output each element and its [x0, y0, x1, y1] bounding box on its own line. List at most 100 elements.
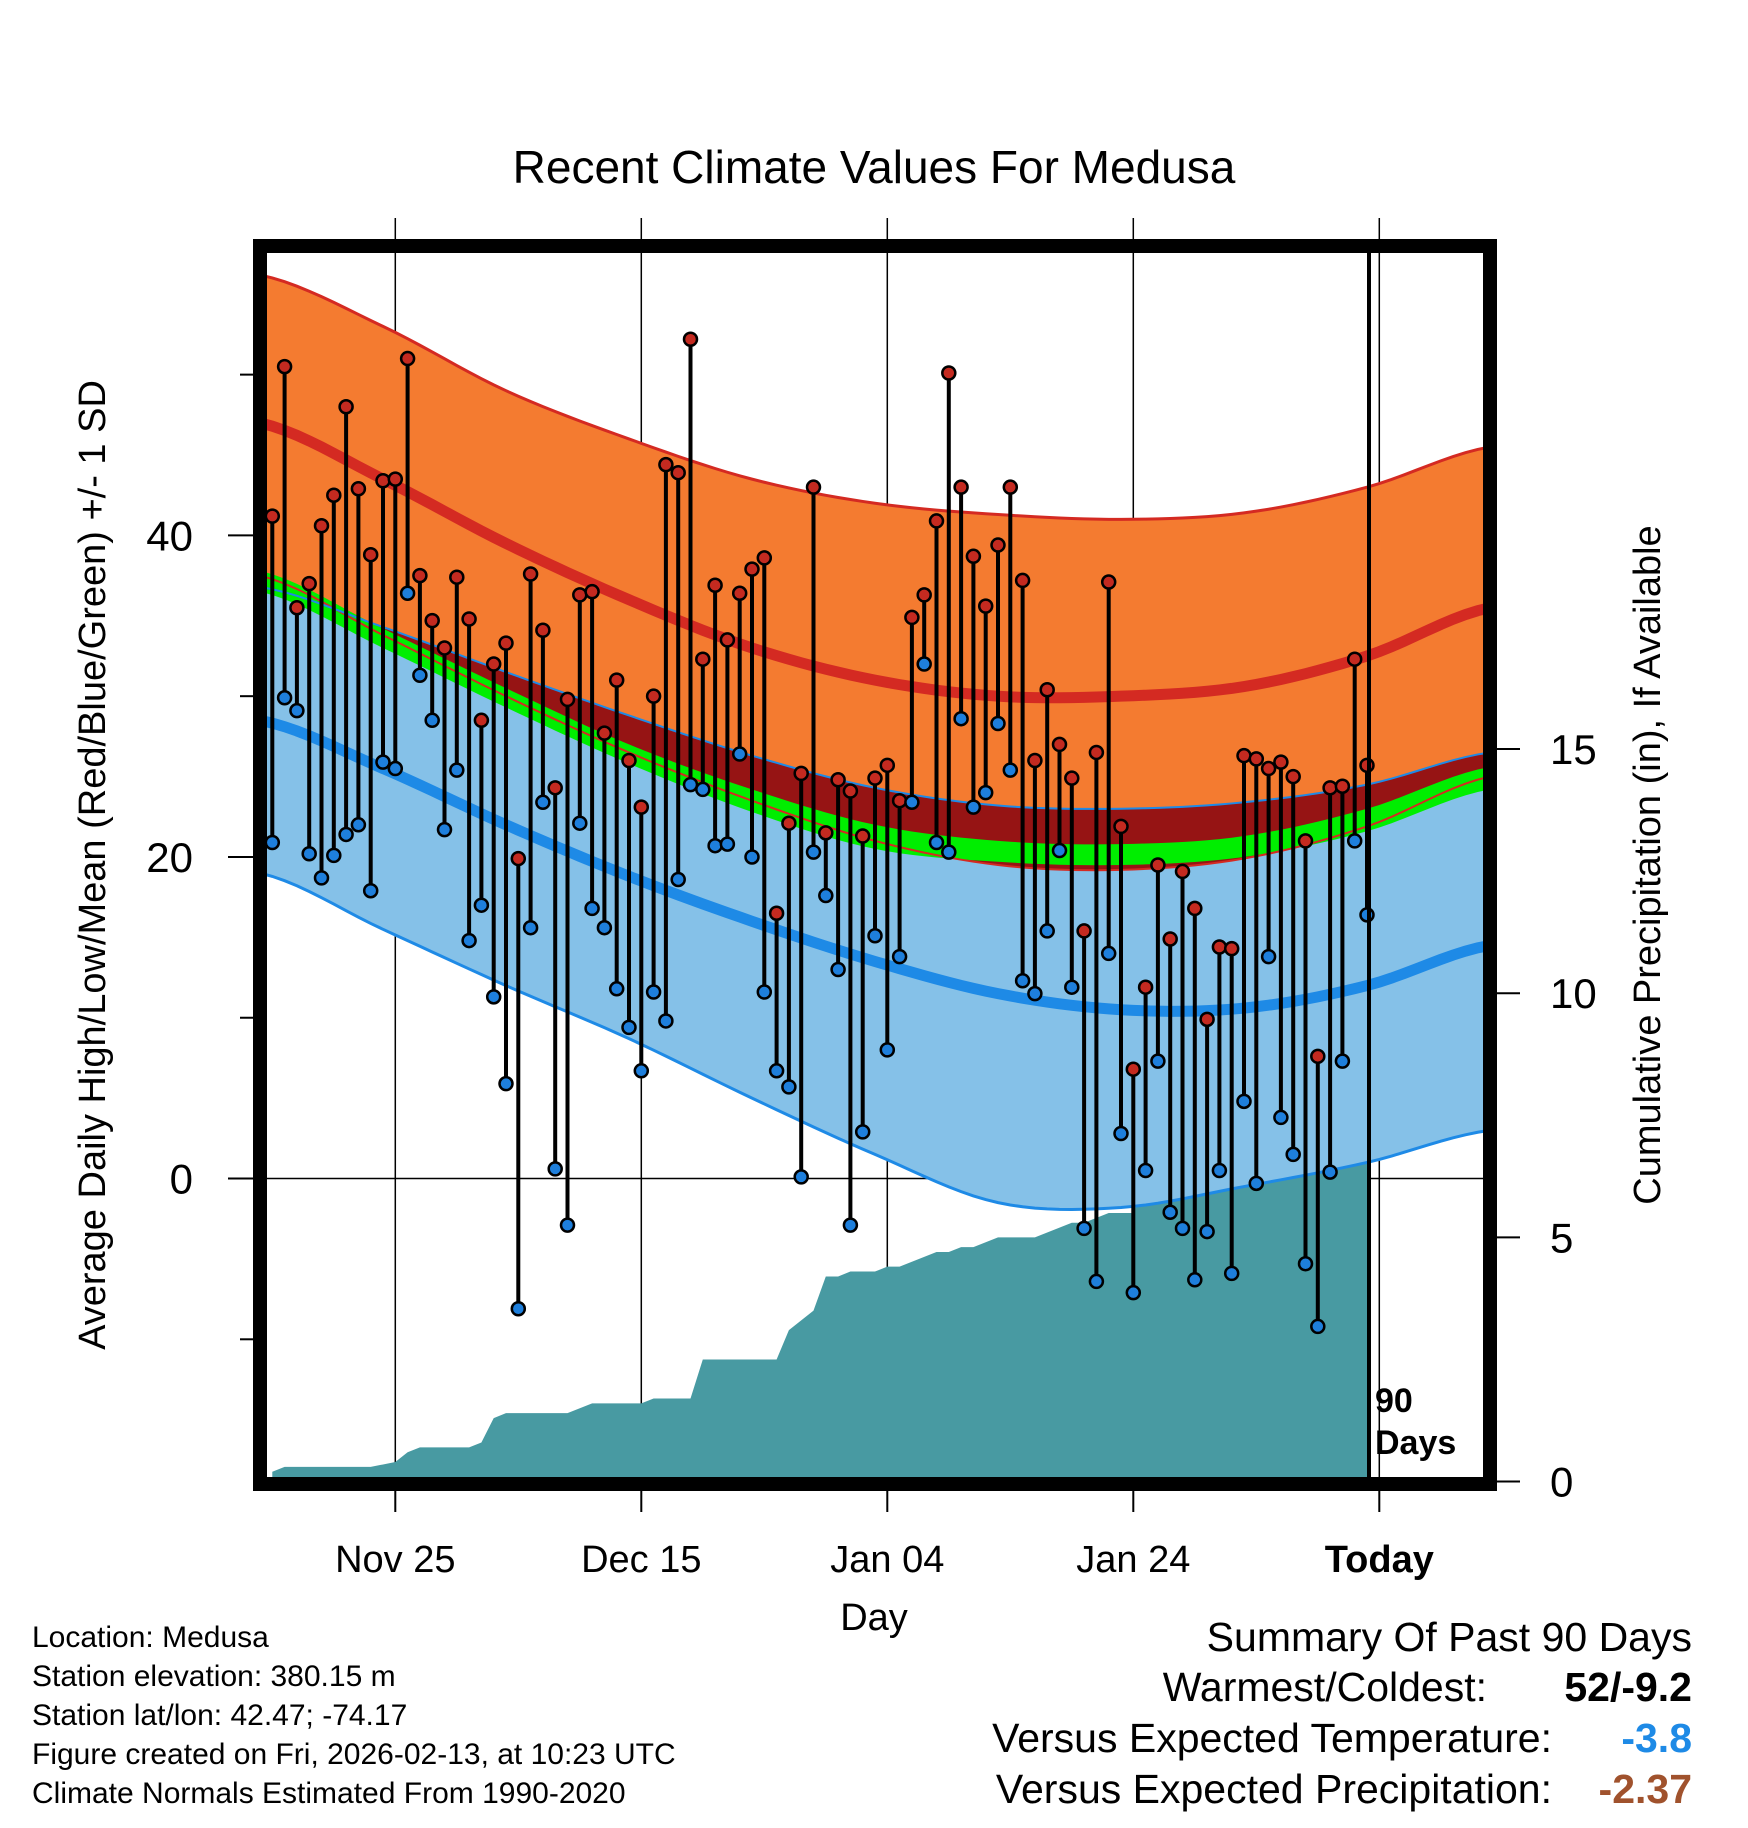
window-label: 90 Days: [1375, 1382, 1456, 1462]
daily-high-point: [1125, 1061, 1142, 1077]
daily-high-point: [1137, 979, 1154, 995]
latlon-text: Station lat/lon: 42.47; -74.17: [32, 1699, 408, 1732]
daily-low-point: [313, 870, 330, 886]
daily-high-point: [498, 635, 514, 651]
summary-row-warmest: Warmest/Coldest: 52/-9.2: [792, 1662, 1692, 1713]
daily-high-point: [916, 587, 932, 603]
daily-low-point: [941, 844, 957, 860]
daily-low-point: [891, 948, 908, 965]
daily-high-point: [1039, 682, 1055, 698]
daily-high-point: [1273, 754, 1289, 770]
precip-label: Versus Expected Precipitation:: [995, 1766, 1552, 1812]
daily-low-point: [1273, 1109, 1289, 1126]
daily-low-point: [547, 1161, 563, 1177]
y2-tick-label: 15: [1550, 726, 1597, 773]
daily-high-point: [362, 546, 379, 563]
warmest-label: Warmest/Coldest:: [1162, 1664, 1487, 1710]
summary-row-temp: Versus Expected Temperature: -3.8: [792, 1713, 1692, 1764]
daily-high-point: [1150, 857, 1166, 873]
daily-low-point: [645, 984, 662, 1000]
daily-low-point: [842, 1217, 859, 1233]
daily-high-point: [1088, 744, 1105, 761]
daily-low-point: [633, 1063, 650, 1079]
daily-low-point: [424, 712, 440, 729]
chart-title: Recent Climate Values For Medusa: [513, 141, 1236, 193]
daily-low-point: [1137, 1162, 1154, 1179]
daily-high-point: [1236, 747, 1252, 764]
daily-high-point: [965, 548, 982, 565]
y-tick-label: 20: [146, 834, 193, 881]
daily-low-point: [572, 815, 588, 831]
y2-axis-label: Cumulative Precipitation (in), If Availa…: [1627, 525, 1669, 1204]
daily-high-point: [449, 569, 465, 585]
daily-high-point: [572, 587, 588, 603]
daily-high-point: [473, 712, 490, 729]
daily-high-point: [522, 566, 539, 582]
daily-marks: [264, 331, 1375, 1335]
daily-high-point: [289, 600, 305, 616]
daily-high-point: [1260, 760, 1277, 777]
x-axis: Nov 25 Dec 15 Jan 04 Jan 24 Today: [335, 1491, 1434, 1581]
daily-high-point: [301, 575, 317, 592]
precip-area: [272, 1149, 1367, 1482]
daily-high-point: [338, 399, 354, 415]
daily-low-point: [744, 849, 760, 865]
temp-value: -3.8: [1621, 1715, 1692, 1761]
y2-tick-label: 10: [1550, 970, 1597, 1017]
daily-high-point: [645, 688, 662, 704]
daily-high-point: [731, 585, 748, 602]
daily-low-point: [1260, 948, 1277, 965]
daily-high-point: [682, 331, 699, 348]
daily-low-point: [362, 882, 379, 899]
daily-low-point: [276, 690, 293, 706]
daily-high-point: [1002, 479, 1019, 495]
daily-high-point: [793, 765, 809, 782]
daily-low-point: [473, 897, 490, 913]
daily-high-point: [326, 487, 342, 503]
daily-low-point: [1248, 1175, 1265, 1192]
daily-low-point: [461, 932, 477, 949]
daily-low-point: [1100, 945, 1117, 962]
daily-low-point: [1064, 979, 1080, 995]
warmest-value: 52/-9.2: [1564, 1664, 1692, 1710]
daily-low-point: [1039, 923, 1055, 939]
daily-high-point: [1076, 923, 1092, 939]
daily-high-point: [596, 725, 613, 741]
daily-high-point: [990, 537, 1006, 553]
daily-high-point: [658, 456, 674, 473]
daily-high-point: [424, 612, 440, 629]
daily-high-point: [1285, 768, 1301, 785]
high-upper-edge: [259, 273, 1491, 521]
daily-low-point: [1051, 842, 1068, 859]
daily-high-point: [1187, 900, 1203, 917]
daily-high-point: [1162, 931, 1178, 947]
daily-high-point: [744, 561, 760, 577]
daily-low-point: [608, 981, 625, 997]
daily-low-point: [707, 837, 723, 854]
daily-low-point: [1187, 1272, 1203, 1288]
daily-high-point: [547, 780, 563, 796]
daily-low-point: [264, 834, 281, 851]
daily-low-point: [1002, 762, 1019, 778]
daily-low-point: [695, 781, 711, 798]
daily-low-point: [1297, 1255, 1314, 1272]
daily-low-point: [990, 715, 1006, 732]
daily-high-point: [313, 518, 330, 534]
daily-high-point: [1322, 780, 1338, 796]
daily-low-point: [412, 667, 428, 684]
daily-low-point: [522, 919, 539, 936]
daily-low-point: [1346, 833, 1363, 849]
daily-high-point: [1248, 751, 1265, 767]
daily-high-point: [399, 350, 416, 367]
daily-low-point: [1334, 1053, 1351, 1069]
daily-high-point: [805, 479, 822, 495]
daily-low-point: [854, 1124, 871, 1140]
daily-high-point: [781, 815, 797, 831]
daily-low-point: [1014, 973, 1031, 989]
summary-row-precip: Versus Expected Precipitation: -2.37: [792, 1764, 1692, 1815]
y-tick-label: 0: [170, 1156, 193, 1203]
low-normal-line: [258, 714, 1492, 1017]
y-axis-label: Average Daily High/Low/Mean (Red/Blue/Gr…: [72, 380, 114, 1350]
location-text: Location: Medusa: [32, 1621, 269, 1654]
